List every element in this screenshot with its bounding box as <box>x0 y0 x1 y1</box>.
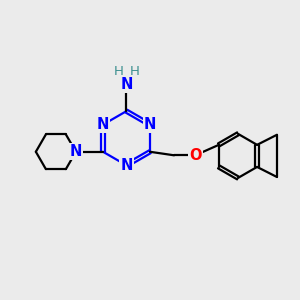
Text: N: N <box>120 77 133 92</box>
Text: N: N <box>97 117 109 132</box>
Text: N: N <box>70 144 82 159</box>
Text: O: O <box>189 148 202 163</box>
Text: H: H <box>113 65 123 78</box>
Text: H: H <box>130 65 140 78</box>
Text: N: N <box>144 117 156 132</box>
Text: N: N <box>120 158 133 173</box>
